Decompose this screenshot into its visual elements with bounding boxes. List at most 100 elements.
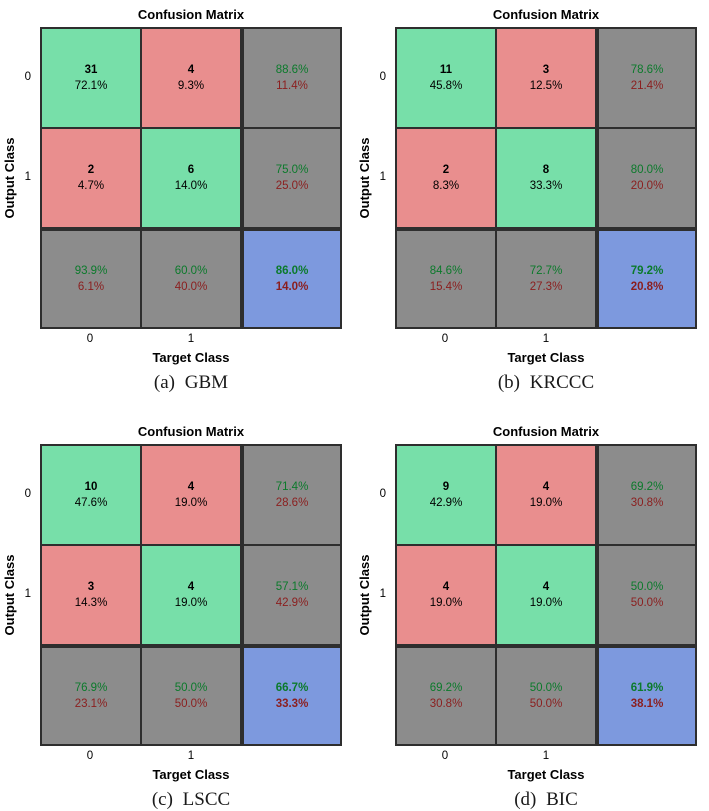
row-negative-percent: 11.4%: [276, 80, 308, 92]
col-negative-percent: 50.0%: [174, 698, 208, 710]
matrix-grid: 11 45.8% 3 12.5% 78.6% 21.4% 2 8.3% 8 33.3% 80.0% 2…: [395, 27, 697, 329]
row-positive-percent: 57.1%: [275, 580, 309, 593]
x-axis-label: Target Class: [507, 350, 585, 365]
row-positive-percent: 69.2%: [630, 480, 664, 493]
y-axis-label: Output Class: [357, 554, 372, 636]
row-negative-percent: 20.0%: [630, 180, 664, 192]
cell-percent: 72.1%: [74, 80, 108, 92]
x-tick-1: 1: [542, 333, 550, 345]
cell-percent: 14.3%: [74, 597, 108, 609]
cell-count: 4: [187, 580, 195, 593]
cell-percent: 33.3%: [529, 180, 563, 192]
panel-title: Confusion Matrix: [492, 7, 600, 22]
cell-count: 4: [542, 580, 550, 593]
count-cell-0-0: 10 47.6%: [42, 446, 140, 544]
cell-percent: 8.3%: [432, 180, 460, 192]
col-summary-cell-0: 76.9% 23.1%: [42, 646, 140, 744]
x-axis-label: Target Class: [152, 767, 230, 782]
row-summary-cell-0: 71.4% 28.6%: [242, 446, 340, 544]
y-axis-label: Output Class: [2, 554, 17, 636]
y-axis-label: Output Class: [2, 137, 17, 219]
overall-accuracy-cell: 61.9% 38.1%: [597, 646, 695, 744]
col-negative-percent: 23.1%: [74, 698, 108, 710]
row-negative-percent: 28.6%: [275, 497, 309, 509]
x-axis-label: Target Class: [507, 767, 585, 782]
x-axis-ticks: 0 1: [40, 750, 342, 767]
row-positive-percent: 80.0%: [630, 163, 664, 176]
col-positive-percent: 76.9%: [74, 681, 108, 694]
cell-count: 2: [442, 163, 450, 176]
matrix-grid: 9 42.9% 4 19.0% 69.2% 30.8% 4 19.0% 4 19.0% 50.0% 5…: [395, 444, 697, 746]
cell-percent: 19.0%: [174, 497, 208, 509]
col-positive-percent: 72.7%: [529, 264, 563, 277]
col-positive-percent: 60.0%: [174, 264, 208, 277]
col-negative-percent: 30.8%: [429, 698, 463, 710]
panel-title: Confusion Matrix: [137, 7, 245, 22]
count-cell-0-1: 4 9.3%: [142, 29, 240, 127]
plot-area: Output Class 0 1 11 45.8% 3 12.5% 78.6% 21.4%…: [357, 27, 697, 329]
y-tick-0: 0: [379, 488, 386, 500]
cell-count: 3: [87, 580, 95, 593]
panel-caption: (d) BIC: [514, 789, 578, 810]
col-summary-cell-1: 50.0% 50.0%: [497, 646, 595, 744]
x-axis-label: Target Class: [152, 350, 230, 365]
col-summary-cell-1: 72.7% 27.3%: [497, 229, 595, 327]
y-tick-0: 0: [24, 488, 31, 500]
row-positive-percent: 71.4%: [275, 480, 309, 493]
overall-error-percent: 14.0%: [275, 281, 309, 293]
y-tick-0: 0: [379, 71, 386, 83]
overall-accuracy-cell: 79.2% 20.8%: [597, 229, 695, 327]
count-cell-1-1: 4 19.0%: [142, 546, 240, 644]
y-tick-1: 1: [379, 588, 386, 600]
cell-count: 8: [542, 163, 550, 176]
row-summary-cell-1: 57.1% 42.9%: [242, 546, 340, 644]
cell-count: 11: [439, 63, 453, 76]
cell-percent: 19.0%: [529, 597, 563, 609]
cell-count: 3: [542, 63, 550, 76]
y-tick-1: 1: [24, 171, 31, 183]
cell-percent: 19.0%: [529, 497, 563, 509]
count-cell-1-0: 2 8.3%: [397, 129, 495, 227]
row-negative-percent: 21.4%: [630, 80, 664, 92]
row-negative-percent: 42.9%: [275, 597, 309, 609]
panel-title: Confusion Matrix: [137, 424, 245, 439]
y-tick-0: 0: [24, 71, 31, 83]
row-negative-percent: 25.0%: [275, 180, 309, 192]
x-tick-1: 1: [187, 750, 195, 762]
row-summary-cell-1: 75.0% 25.0%: [242, 129, 340, 227]
cell-count: 9: [442, 480, 450, 493]
row-negative-percent: 30.8%: [630, 497, 664, 509]
col-positive-percent: 93.9%: [74, 264, 108, 277]
plot-area: Output Class 0 1 31 72.1% 4 9.3% 88.6% 11.4% 2…: [2, 27, 342, 329]
cell-percent: 42.9%: [429, 497, 463, 509]
overall-accuracy-percent: 66.7%: [275, 681, 309, 694]
count-cell-1-0: 3 14.3%: [42, 546, 140, 644]
count-cell-1-0: 2 4.7%: [42, 129, 140, 227]
x-axis-ticks: 0 1: [395, 333, 697, 350]
confusion-matrix-panel: Confusion Matrix Output Class 0 1 11 45.8…: [355, 0, 709, 405]
overall-accuracy-percent: 61.9%: [630, 681, 664, 694]
cell-percent: 47.6%: [74, 497, 108, 509]
cell-percent: 19.0%: [429, 597, 463, 609]
col-positive-percent: 50.0%: [174, 681, 208, 694]
cell-percent: 4.7%: [77, 180, 105, 192]
panel-caption: (c) LSCC: [151, 789, 231, 810]
count-cell-0-1: 4 19.0%: [497, 446, 595, 544]
count-cell-0-0: 9 42.9%: [397, 446, 495, 544]
plot-area: Output Class 0 1 10 47.6% 4 19.0% 71.4% 28.6%…: [2, 444, 342, 746]
col-positive-percent: 69.2%: [429, 681, 463, 694]
overall-accuracy-cell: 66.7% 33.3%: [242, 646, 340, 744]
confusion-matrix-panel: Confusion Matrix Output Class 0 1 9 42.9%…: [355, 405, 709, 810]
y-tick-1: 1: [379, 171, 386, 183]
count-cell-1-1: 4 19.0%: [497, 546, 595, 644]
x-tick-0: 0: [86, 333, 94, 345]
overall-accuracy-cell: 86.0% 14.0%: [242, 229, 340, 327]
cell-count: 6: [187, 163, 195, 176]
col-positive-percent: 84.6%: [429, 264, 463, 277]
matrix-grid: 31 72.1% 4 9.3% 88.6% 11.4% 2 4.7% 6 14.0% 75.0% 25…: [40, 27, 342, 329]
row-summary-cell-1: 50.0% 50.0%: [597, 546, 695, 644]
cell-count: 4: [542, 480, 550, 493]
col-summary-cell-1: 60.0% 40.0%: [142, 229, 240, 327]
y-tick-1: 1: [24, 588, 31, 600]
